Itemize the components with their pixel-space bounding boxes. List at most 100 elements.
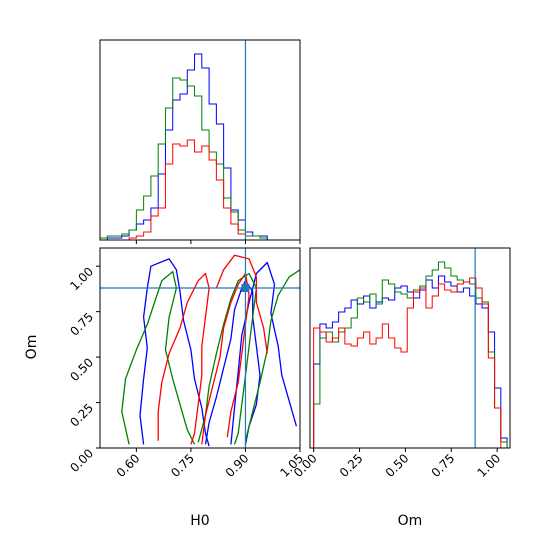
hist-Om-bar-green: [401, 294, 407, 448]
x-axis-label-H0: H0: [190, 513, 209, 529]
hist-H0-bar-red: [151, 216, 158, 240]
hist-H0-bar-red: [187, 140, 194, 240]
hist-Om-x-tick-label: 1.00: [474, 451, 503, 480]
hist-Om-bar-green: [389, 284, 395, 448]
hist-Om-bar-blue: [407, 292, 413, 448]
hist-Om-bar-blue: [395, 288, 401, 448]
contour-line-green: [244, 269, 300, 441]
hist-Om-step-red: [313, 277, 508, 449]
hist-Om-bar-green: [482, 302, 488, 448]
hist-Om-x-tick-label: 0.50: [383, 451, 412, 480]
hist-H0-bar-red: [209, 160, 216, 240]
hist-Om-bar-blue: [376, 302, 382, 448]
hist-Om-bar-blue: [451, 286, 457, 448]
hist-Om-bar-green: [320, 338, 326, 448]
hist-H0-bar-red: [216, 180, 223, 240]
hist-H0-bar-green: [187, 86, 194, 240]
hist-Om-bar-red: [457, 284, 463, 448]
hist-H0-bar-red: [238, 234, 245, 240]
hist-H0-bar-red: [165, 164, 172, 240]
hist-H0-bar-red: [195, 152, 202, 240]
hist-H0-bar-green: [173, 78, 180, 240]
hist-H0-bar-blue: [151, 208, 158, 240]
hist-Om-bar-green: [463, 282, 469, 448]
hist-Om-bar-blue: [488, 332, 494, 448]
hist-Om-bar-red: [445, 290, 451, 448]
hist-H0-bar-blue: [224, 168, 231, 240]
contour-y-tick-label: 0.25: [67, 401, 96, 430]
hist-Om-bar-green: [314, 404, 320, 448]
hist-H0-bar-green: [165, 108, 172, 240]
hist-Om-bar-red: [376, 338, 382, 448]
hist-H0-frame: [99, 39, 301, 241]
hist-Om-bar-blue: [457, 292, 463, 448]
x-axis-label-Om: Om: [398, 513, 423, 529]
hist-Om-bar-blue: [382, 298, 388, 448]
hist-H0-bar-green: [158, 144, 165, 240]
hist-H0-bar-green: [224, 198, 231, 240]
contour-frame: [99, 247, 301, 449]
hist-Om-bar-green: [345, 328, 351, 448]
hist-H0-bar-blue: [144, 220, 151, 240]
hist-H0-bar-red: [144, 232, 151, 240]
hist-H0-bar-blue: [165, 130, 172, 240]
truth-point: [241, 284, 250, 292]
hist-Om-bar-blue: [314, 364, 320, 448]
hist-H0-bar-blue: [209, 104, 216, 240]
hist-Om-bar-red: [382, 324, 388, 448]
hist-H0-bar-green: [231, 212, 238, 240]
hist-H0-bar-blue: [158, 174, 165, 240]
hist-Om-bar-red: [426, 308, 432, 448]
hist-Om-bar-blue: [320, 324, 326, 448]
contour-x-tick-label: 0.90: [223, 451, 252, 480]
hist-Om-bar-red: [389, 338, 395, 448]
hist-Om-bar-green: [432, 270, 438, 448]
hist-H0-bar-blue: [202, 68, 209, 240]
hist-Om-bar-red: [482, 304, 488, 448]
hist-H0-bar-green: [253, 236, 260, 240]
axis-labels: H0 Om Om: [24, 335, 422, 529]
hist-Om-bar-blue: [332, 322, 338, 448]
contour-x-tick-label: 0.75: [168, 451, 197, 480]
contour-y-tick-label: 1.00: [67, 264, 96, 293]
hist-H0-bar-red: [158, 208, 165, 240]
hist-H0-bar-green: [245, 236, 252, 240]
hist-Om-bar-red: [364, 332, 370, 448]
hist-Om-bar-green: [357, 298, 363, 448]
hist-H0-bar-blue: [173, 100, 180, 240]
hist-Om-x-tick-label: 0.25: [337, 451, 366, 480]
hist-Om-bar-blue: [463, 288, 469, 448]
hist-Om-bar-green: [438, 262, 444, 448]
hist-Om-bar-red: [463, 282, 469, 448]
contour-y-tick-label: 0.50: [67, 355, 96, 384]
hist-Om-bar-red: [314, 328, 320, 448]
hist-Om-bar-green: [339, 332, 345, 448]
hist-H0-bar-green: [209, 152, 216, 240]
hist-Om-bar-green: [501, 442, 507, 448]
hist-Om-bar-red: [351, 346, 357, 448]
hist-H0-bar-green: [195, 96, 202, 240]
hist-Om-bar-green: [445, 268, 451, 448]
hist-Om-bar-red: [357, 338, 363, 448]
hist-Om-bar-green: [382, 280, 388, 448]
hist-H0-bar-red: [180, 146, 187, 240]
hist-Om-bar-green: [457, 280, 463, 448]
hist-Om-bar-blue: [357, 304, 363, 448]
contour-line-green: [121, 270, 196, 445]
hist-Om-bar-green: [364, 302, 370, 448]
hist-Om-bar-red: [438, 284, 444, 448]
hist-Om-bar-green: [407, 298, 413, 448]
hist-Om-bar-blue: [482, 308, 488, 448]
hist-Om-bar-blue: [413, 298, 419, 448]
hist-H0-bar-blue: [180, 94, 187, 240]
hist-H0-bar-red: [136, 236, 143, 240]
hist-Om-bar-red: [495, 408, 501, 448]
hist-H0-bar-red: [202, 146, 209, 240]
hist-Om-bar-red: [432, 296, 438, 448]
hist-H0-bar-blue: [253, 236, 260, 240]
hist-H0-bar-blue: [187, 70, 194, 240]
hist-Om-bar-red: [420, 288, 426, 448]
hist-Om-bar-green: [426, 276, 432, 448]
hist-Om-bar-red: [320, 332, 326, 448]
hist-Om-bar-red: [339, 328, 345, 448]
